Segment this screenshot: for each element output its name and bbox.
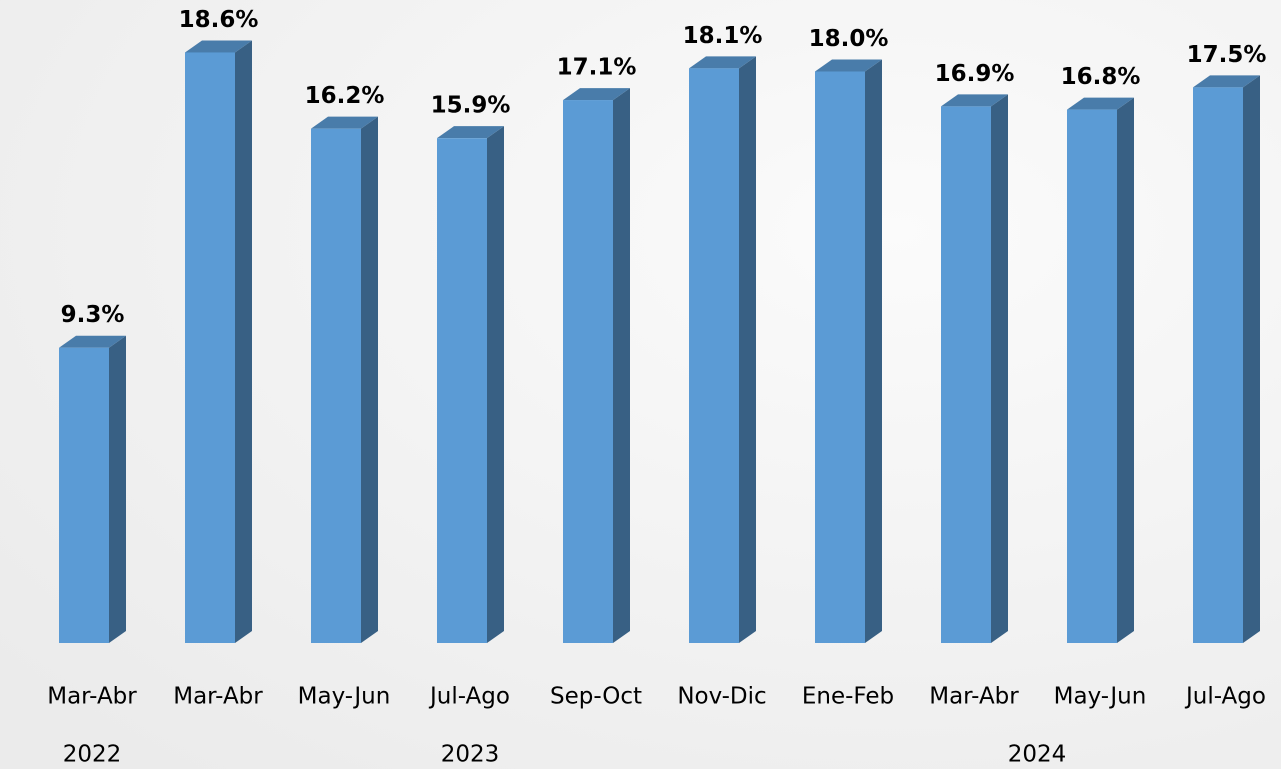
bar-side <box>487 126 504 644</box>
bar-top <box>563 88 630 101</box>
bar-side <box>361 116 378 643</box>
bar-top <box>185 40 252 53</box>
value-label: 17.5% <box>1187 42 1267 68</box>
x-tick-label: Ene-Feb <box>802 684 894 710</box>
x-tick-label: May-Jun <box>298 684 391 710</box>
value-label: 9.3% <box>61 302 125 328</box>
bar-side <box>865 59 882 643</box>
value-label: 16.2% <box>305 83 385 109</box>
bar-side <box>1117 97 1134 644</box>
x-tick-label: May-Jun <box>1054 684 1147 710</box>
value-label: 18.0% <box>809 26 889 52</box>
bar-top <box>1193 75 1260 88</box>
x-group-label: 2023 <box>441 742 500 768</box>
bar <box>437 138 487 644</box>
x-tick-label: Mar-Abr <box>929 684 1019 710</box>
bar-top <box>815 59 882 72</box>
bar <box>815 71 865 643</box>
value-label: 15.9% <box>431 93 511 119</box>
x-group-label: 2022 <box>63 742 122 768</box>
bar-side <box>991 94 1008 644</box>
value-label: 18.6% <box>179 7 259 33</box>
x-tick-label: Jul-Ago <box>1184 684 1266 710</box>
value-label: 16.8% <box>1061 64 1141 90</box>
bar-top <box>941 94 1008 107</box>
x-tick-label: Mar-Abr <box>173 684 263 710</box>
bar-top <box>689 56 756 69</box>
bar <box>311 128 361 643</box>
bar <box>59 347 109 643</box>
bar-top <box>59 335 126 348</box>
x-tick-label: Nov-Dic <box>677 684 766 710</box>
x-tick-label: Sep-Oct <box>550 684 642 710</box>
bar-side <box>613 88 630 643</box>
x-tick-label: Jul-Ago <box>428 684 510 710</box>
value-label: 17.1% <box>557 55 637 81</box>
bar <box>563 100 613 643</box>
bar <box>689 68 739 643</box>
bar-side <box>1243 75 1260 643</box>
bar-side <box>235 40 252 643</box>
bar <box>941 106 991 644</box>
bar <box>185 52 235 643</box>
value-label: 16.9% <box>935 61 1015 87</box>
value-label: 18.1% <box>683 23 763 49</box>
x-tick-label: Mar-Abr <box>47 684 137 710</box>
bar <box>1193 87 1243 643</box>
bar <box>1067 109 1117 644</box>
bar-side <box>109 335 126 643</box>
bar-top <box>1067 97 1134 110</box>
bar-top <box>311 116 378 129</box>
bar-side <box>739 56 756 643</box>
x-group-label: 2024 <box>1008 742 1067 768</box>
bar-top <box>437 126 504 139</box>
